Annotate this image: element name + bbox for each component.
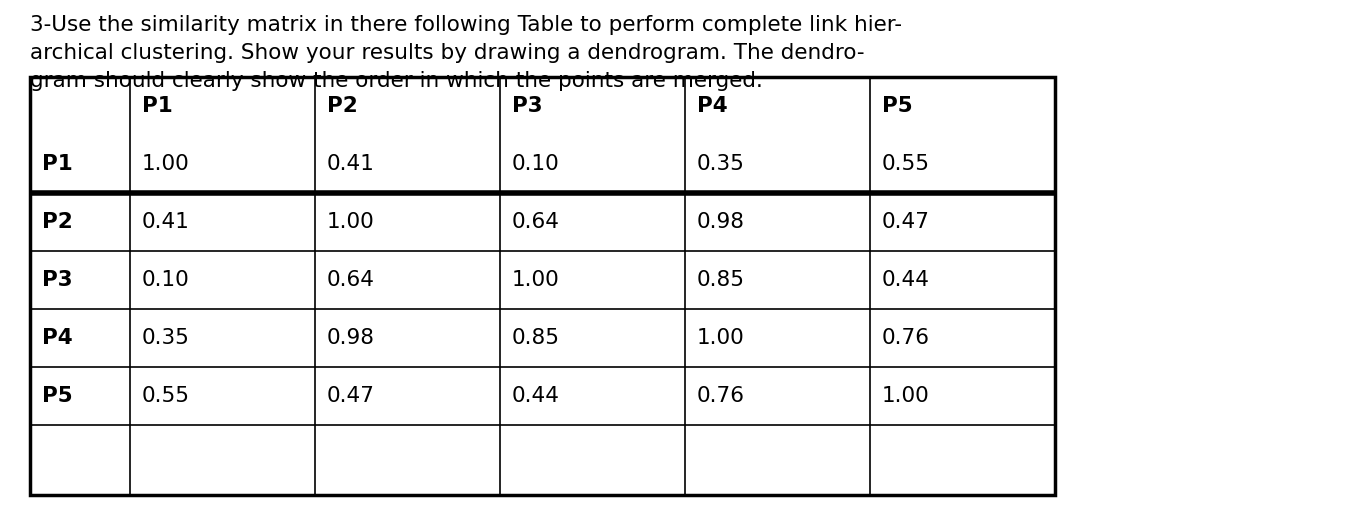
Text: 0.64: 0.64: [511, 212, 560, 232]
Text: gram should clearly show the order in which the points are merged.: gram should clearly show the order in wh…: [30, 71, 763, 91]
Text: 0.47: 0.47: [327, 386, 376, 406]
Text: P4: P4: [697, 96, 728, 116]
Text: 0.44: 0.44: [511, 386, 560, 406]
Text: 0.47: 0.47: [882, 212, 930, 232]
Text: 3-Use the similarity matrix in there following Table to perform complete link hi: 3-Use the similarity matrix in there fol…: [30, 15, 902, 35]
Text: 0.76: 0.76: [697, 386, 744, 406]
Text: P2: P2: [42, 212, 73, 232]
Text: 0.10: 0.10: [511, 154, 560, 174]
Text: P3: P3: [42, 270, 73, 290]
Text: 1.00: 1.00: [511, 270, 560, 290]
Text: P1: P1: [42, 154, 73, 174]
Text: 1.00: 1.00: [697, 328, 744, 348]
Text: P2: P2: [327, 96, 358, 116]
Text: 0.41: 0.41: [327, 154, 376, 174]
Text: 0.64: 0.64: [327, 270, 376, 290]
Text: P5: P5: [42, 386, 73, 406]
Text: 0.41: 0.41: [141, 212, 190, 232]
Text: 0.44: 0.44: [882, 270, 930, 290]
Text: 0.76: 0.76: [882, 328, 930, 348]
Text: 1.00: 1.00: [327, 212, 374, 232]
Text: 0.98: 0.98: [697, 212, 744, 232]
Text: archical clustering. Show your results by drawing a dendrogram. The dendro-: archical clustering. Show your results b…: [30, 43, 864, 63]
Text: 0.55: 0.55: [882, 154, 930, 174]
Text: 0.85: 0.85: [511, 328, 560, 348]
Text: 0.85: 0.85: [697, 270, 744, 290]
Text: 1.00: 1.00: [141, 154, 190, 174]
Text: 0.98: 0.98: [327, 328, 376, 348]
Text: P5: P5: [882, 96, 913, 116]
Text: 0.55: 0.55: [141, 386, 190, 406]
Text: P1: P1: [141, 96, 172, 116]
Text: 0.35: 0.35: [141, 328, 190, 348]
Text: 0.35: 0.35: [697, 154, 744, 174]
Text: P4: P4: [42, 328, 73, 348]
Text: P3: P3: [511, 96, 542, 116]
Text: 0.10: 0.10: [141, 270, 190, 290]
Text: 1.00: 1.00: [882, 386, 930, 406]
